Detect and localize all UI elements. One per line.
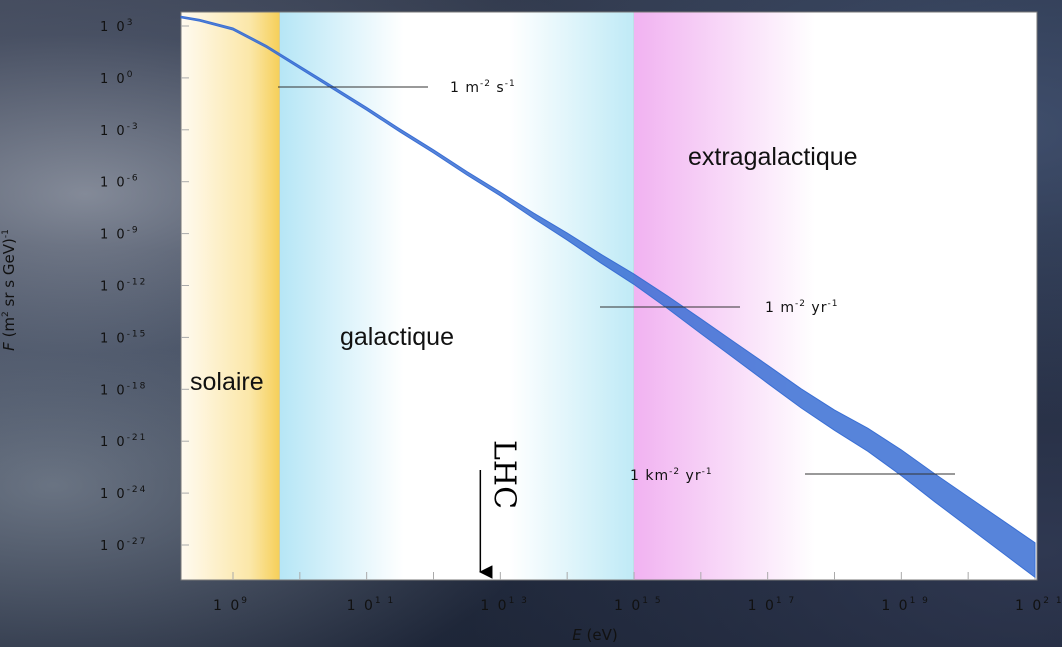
- x-tick-label: 1 09: [213, 596, 249, 614]
- svg-text:F (m2 sr s GeV)-1: F (m2 sr s GeV)-1: [0, 229, 18, 351]
- region-label-galactique: galactique: [340, 323, 454, 351]
- plot-frame: [180, 11, 1038, 581]
- flux-band: [180, 15, 1036, 579]
- y-tick-label: 1 0-3: [100, 122, 140, 139]
- y-tick-label: 1 0-18: [100, 381, 147, 398]
- region-backgrounds: solaire galactique extragalactique: [181, 12, 1038, 580]
- flux-curve: [180, 15, 1036, 579]
- x-tick-label: 1 01 9: [881, 596, 930, 614]
- region-label-solaire: solaire: [190, 368, 264, 396]
- x-tick-label: 1 01 7: [748, 596, 797, 614]
- y-tick-label: 1 0-21: [100, 433, 147, 450]
- y-tick-label: 1 0-24: [100, 485, 147, 502]
- x-tick-label: 1 01 1: [347, 596, 396, 614]
- y-tick-label: 1 0-6: [100, 174, 140, 191]
- tick-labels: 1 03 1 00 1 0-3 1 0-6 1 0-9 1 0-12 1 0-15 1 0-1…: [100, 18, 1062, 614]
- region-solaire: [181, 12, 280, 580]
- y-tick-label: 1 03: [100, 18, 134, 35]
- y-tick-label: 1 0-15: [100, 329, 147, 346]
- y-axis-label: F (m2 sr s GeV)-1: [0, 229, 18, 351]
- annotations: 1 m-2 s-1 1 m-2 yr-1 1 km-2 yr-1 LHC: [278, 79, 955, 579]
- y-tick-label: 1 00: [100, 70, 134, 87]
- annotation-label: 1 m-2 s-1: [450, 79, 516, 96]
- lhc-label: LHC: [486, 440, 521, 509]
- x-axis-label: E (eV): [572, 626, 617, 644]
- x-tick-label: 1 02 1: [1015, 596, 1062, 614]
- region-label-extragalactique: extragalactique: [688, 143, 858, 171]
- annotation-label: 1 m-2 yr-1: [765, 299, 838, 316]
- region-extragalactique: [634, 12, 1037, 580]
- annotation-label: 1 km-2 yr-1: [630, 467, 713, 484]
- region-galactique: [279, 12, 634, 580]
- y-tick-label: 1 0-9: [100, 226, 140, 243]
- x-tick-label: 1 01 5: [614, 596, 663, 614]
- y-tick-label: 1 0-27: [100, 537, 147, 554]
- y-tick-label: 1 0-12: [100, 278, 147, 295]
- x-tick-label: 1 01 3: [480, 596, 529, 614]
